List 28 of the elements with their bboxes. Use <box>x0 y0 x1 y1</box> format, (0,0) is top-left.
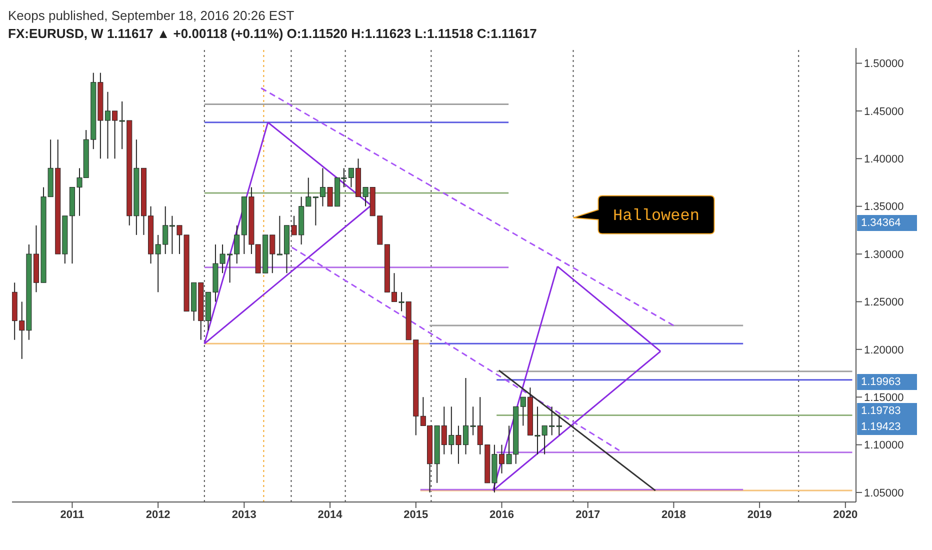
chart-title: Keops published, September 18, 2016 20:26 EST <box>8 8 296 25</box>
y-tick-label: 1.25000 <box>864 296 904 309</box>
x-tick-label: 2014 <box>318 508 344 521</box>
x-tick-label: 2015 <box>404 508 428 521</box>
y-tick-label: 1.05000 <box>864 487 904 500</box>
y-tick-label: 1.30000 <box>864 248 904 261</box>
y-tick-label: 1.45000 <box>864 106 904 118</box>
y-tick-label: 1.35000 <box>864 201 904 214</box>
x-tick-label: 2017 <box>576 508 600 521</box>
x-tick-label: 2016 <box>490 508 514 521</box>
chart-subtitle: FX:EURUSD, W 1.11617 ▲ +0.00118 (+0.11%) O:1.11520 H:1.11623 L:1.11518 C:1.11617 <box>8 26 538 43</box>
y-tick-label: 1.50000 <box>864 58 904 70</box>
x-tick-label: 2012 <box>146 508 170 521</box>
x-tick-label: 2013 <box>232 508 256 521</box>
x-tick-label: 2018 <box>661 508 686 521</box>
text: 1.19783 <box>857 403 917 420</box>
x-tick-label: 2011 <box>60 508 84 521</box>
text: 1.19423 <box>857 419 917 436</box>
text: 1.34364 <box>857 214 917 231</box>
x-tick-label: 2019 <box>747 508 772 521</box>
y-tick-label: 1.40000 <box>864 154 904 166</box>
x-tick-label: 2020 <box>833 508 858 521</box>
y-tick-label: 1.10000 <box>864 440 904 452</box>
y-tick-label: 1.20000 <box>864 344 904 356</box>
annotation: Halloween <box>613 206 700 225</box>
y-tick-label: 1.15000 <box>864 392 904 404</box>
text: 1.19963 <box>857 374 917 390</box>
callout-box: Halloween <box>572 195 715 234</box>
